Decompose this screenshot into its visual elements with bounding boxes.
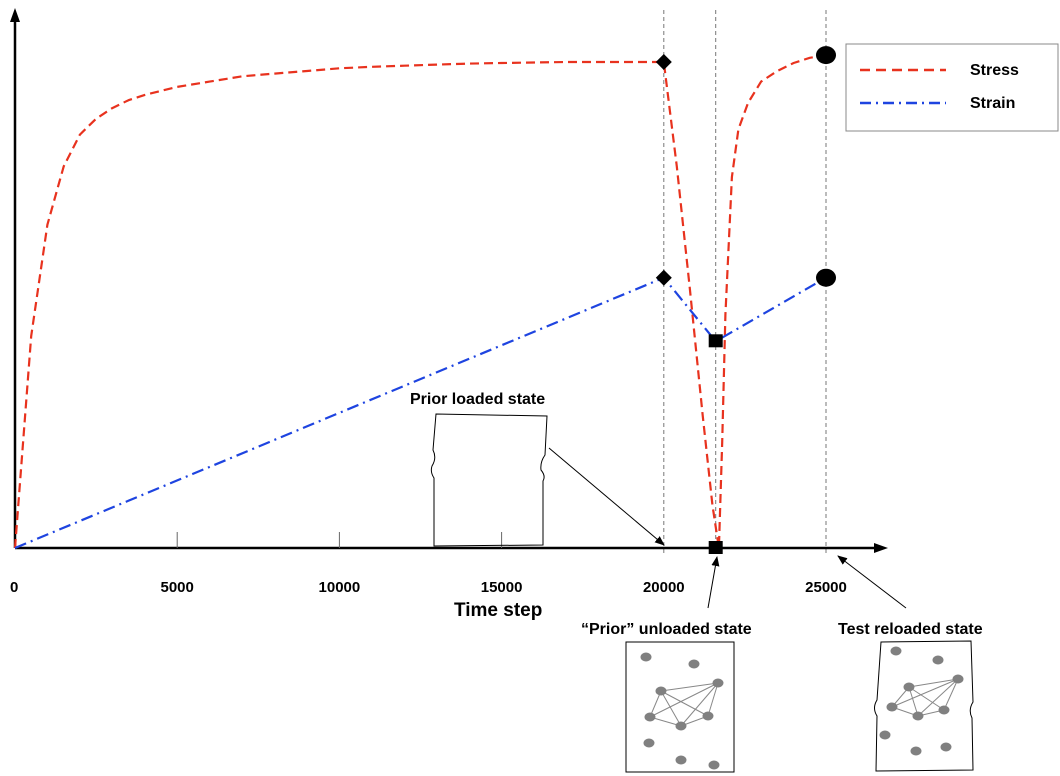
marker-strain-circle — [816, 268, 836, 287]
network-node — [644, 712, 656, 722]
x-tick-label: 20000 — [643, 579, 685, 596]
network-edge — [707, 682, 719, 717]
marker-stress-square — [708, 541, 723, 554]
network-node — [910, 746, 922, 756]
network-node — [903, 682, 915, 692]
marker-stress-circle — [816, 46, 836, 65]
marker-stress-diamond — [655, 53, 672, 70]
network-node — [702, 711, 714, 721]
x-tick-label: 25000 — [805, 579, 847, 596]
x-tick-label: 10000 — [319, 579, 361, 596]
prior-unloaded-sketch — [625, 641, 735, 773]
network-edge — [649, 690, 662, 718]
legend: Stress Strain — [845, 43, 1059, 132]
network-node — [940, 742, 952, 752]
network-node — [708, 760, 720, 770]
x-tick-label: 0 — [10, 579, 18, 596]
x-tick-label: 15000 — [481, 579, 523, 596]
series-markers — [655, 46, 836, 554]
network-edge — [908, 686, 919, 717]
test-reloaded-network — [879, 646, 964, 756]
network-node — [952, 674, 964, 684]
network-node — [890, 646, 902, 656]
legend-box — [845, 43, 1059, 132]
marker-strain-diamond — [655, 269, 672, 286]
network-node — [655, 686, 667, 696]
prior-unloaded-arrow — [707, 556, 720, 609]
test-reloaded-annotation: Test reloaded state — [837, 555, 983, 772]
test-reloaded-sketch — [874, 640, 974, 772]
network-node — [879, 730, 891, 740]
prior-loaded-sketch — [430, 413, 548, 547]
x-tick-label: 5000 — [161, 579, 194, 596]
legend-strain-label: Strain — [970, 95, 1015, 112]
prior-loaded-annotation: Prior loaded state — [410, 391, 665, 547]
network-node — [712, 678, 724, 688]
x-axis-title: Time step — [454, 600, 542, 621]
network-edge — [660, 682, 719, 692]
series-line-strain — [14, 276, 827, 550]
prior-loaded-arrow — [548, 447, 665, 546]
test-reloaded-label: Test reloaded state — [838, 621, 983, 638]
network-node — [688, 659, 700, 669]
network-edge — [649, 682, 719, 718]
network-edge — [891, 678, 959, 708]
network-edge — [908, 678, 959, 688]
x-tick-labels: 0 5000 10000 15000 20000 25000 — [10, 579, 847, 596]
network-edge — [908, 686, 945, 711]
series-lines — [13, 54, 827, 550]
network-edge — [660, 690, 709, 717]
network-node — [938, 705, 950, 715]
marker-strain-square — [708, 334, 723, 348]
network-node — [886, 702, 898, 712]
network-node — [643, 738, 655, 748]
reference-lines — [663, 10, 827, 556]
test-reloaded-arrow — [837, 555, 907, 609]
network-node — [675, 755, 687, 765]
network-node — [932, 655, 944, 665]
prior-unloaded-annotation: “Prior” unloaded state — [581, 556, 752, 773]
prior-unloaded-label: “Prior” unloaded state — [581, 621, 752, 638]
network-edge — [660, 690, 682, 727]
series-line-stress — [13, 54, 827, 550]
network-edge — [917, 678, 959, 717]
network-node — [675, 721, 687, 731]
network-node — [640, 652, 652, 662]
prior-unloaded-network — [640, 652, 724, 770]
x-axis-arrow — [874, 543, 888, 553]
legend-stress-label: Stress — [970, 62, 1019, 79]
network-edge — [943, 678, 959, 711]
network-node — [912, 711, 924, 721]
prior-loaded-label: Prior loaded state — [410, 391, 545, 408]
network-edge — [680, 682, 719, 727]
y-axis-arrow — [10, 8, 20, 22]
axes — [10, 8, 888, 553]
